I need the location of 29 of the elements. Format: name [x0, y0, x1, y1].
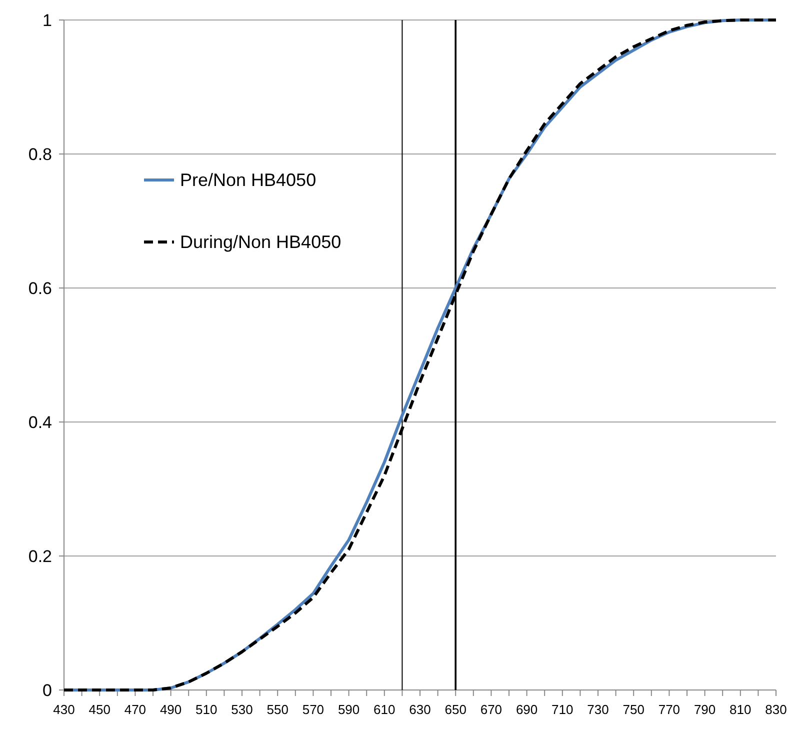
- x-tick-label: 730: [587, 702, 609, 717]
- x-tick-label: 710: [552, 702, 574, 717]
- x-tick-label: 550: [266, 702, 288, 717]
- x-tick-label: 610: [374, 702, 396, 717]
- x-tick-label: 430: [53, 702, 75, 717]
- x-tick-label: 830: [765, 702, 787, 717]
- y-tick-label: 0.6: [28, 279, 52, 298]
- x-tick-label: 690: [516, 702, 538, 717]
- x-tick-label: 670: [480, 702, 502, 717]
- y-tick-label: 0: [42, 681, 52, 700]
- y-tick-label: 0.8: [28, 145, 52, 164]
- x-tick-label: 450: [88, 702, 110, 717]
- x-tick-label: 490: [160, 702, 182, 717]
- legend-label: During/Non HB4050: [180, 232, 342, 252]
- x-tick-label: 470: [124, 702, 146, 717]
- x-tick-label: 530: [231, 702, 253, 717]
- y-tick-label: 1: [42, 11, 52, 30]
- x-tick-label: 790: [694, 702, 716, 717]
- y-tick-label: 0.2: [28, 547, 52, 566]
- x-tick-label: 510: [196, 702, 218, 717]
- x-tick-label: 650: [444, 702, 466, 717]
- legend-label: Pre/Non HB4050: [180, 170, 316, 190]
- x-tick-label: 630: [409, 702, 431, 717]
- x-tick-label: 810: [730, 702, 752, 717]
- x-tick-label: 770: [658, 702, 680, 717]
- x-tick-label: 750: [622, 702, 644, 717]
- x-tick-label: 570: [302, 702, 324, 717]
- y-tick-label: 0.4: [28, 413, 52, 432]
- x-tick-label: 590: [338, 702, 360, 717]
